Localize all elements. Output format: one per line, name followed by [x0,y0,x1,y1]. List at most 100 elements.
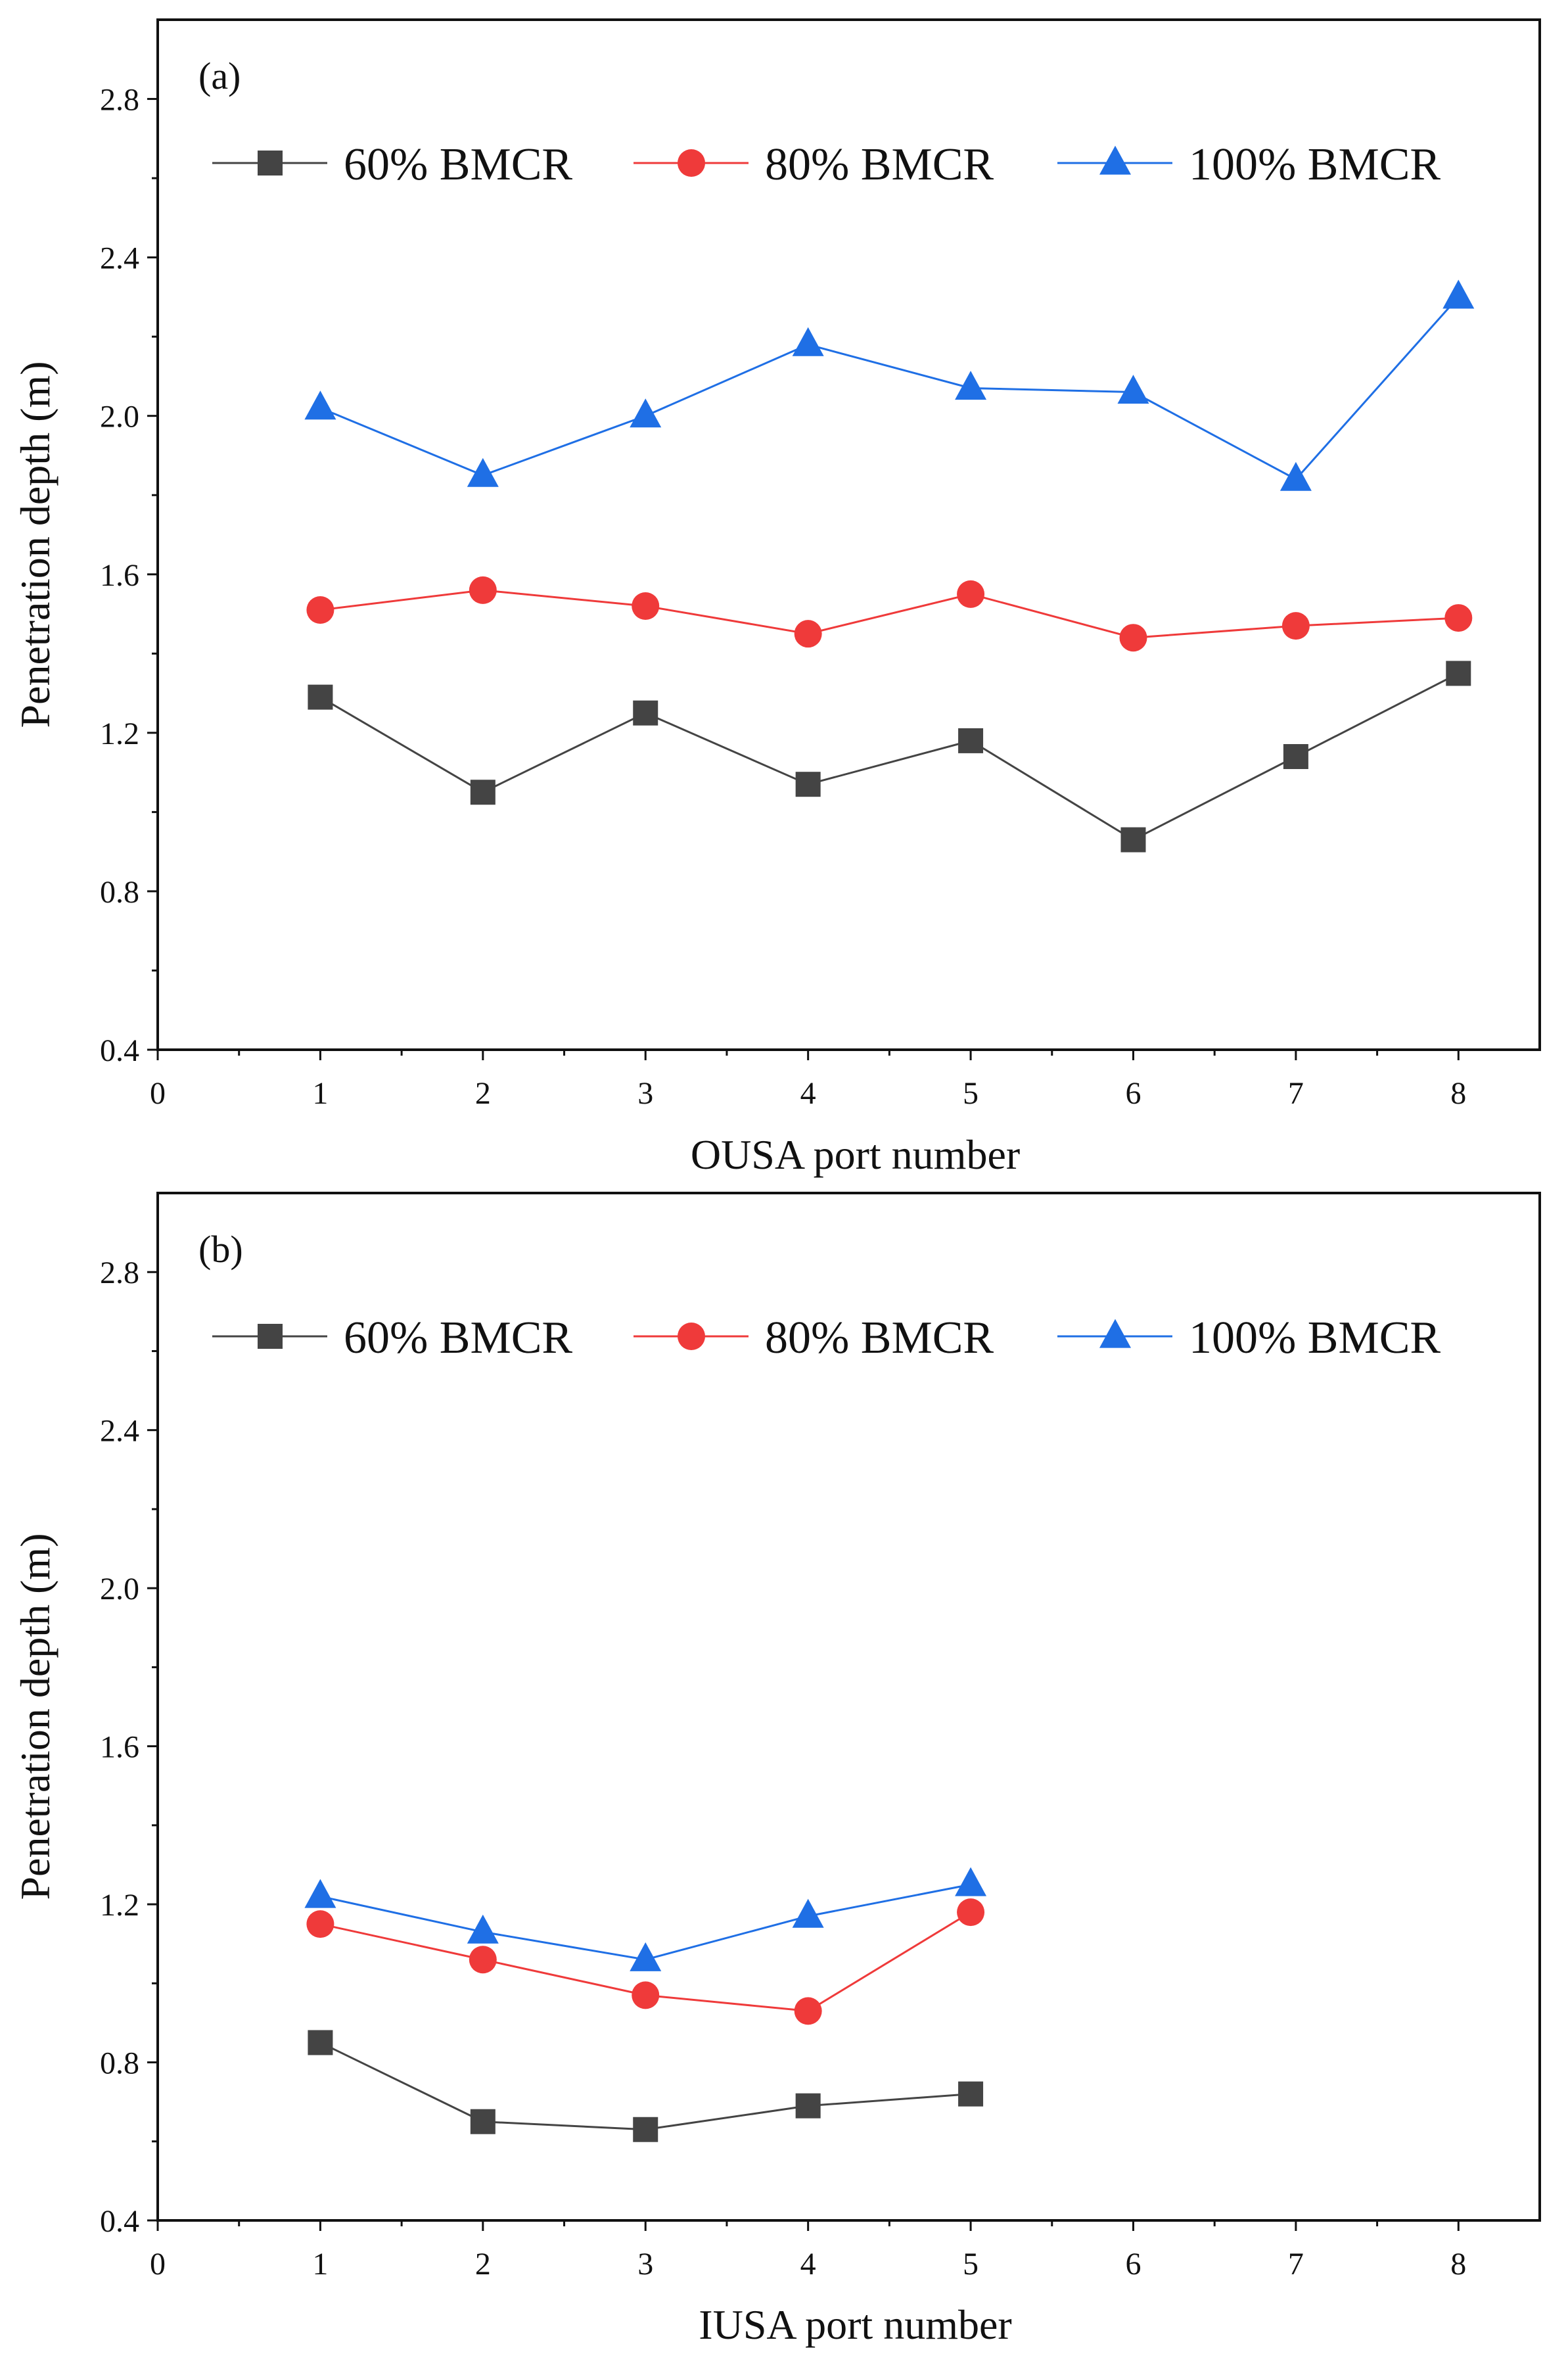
x-tick-label: 2 [475,2247,491,2282]
y-tick-label: 1.6 [100,1730,139,1765]
x-tick-labels: 0 1 2 3 4 5 6 7 8 [150,2247,1466,2282]
legend-label: 100% BMCR [1189,139,1441,190]
x-tick-label: 8 [1450,2247,1466,2282]
x-tick-label: 1 [312,2247,328,2282]
data-point [1444,604,1473,632]
y-tick-label: 0.8 [100,875,139,910]
data-point [957,580,985,608]
x-tick-label: 5 [963,1076,979,1111]
axis-ticks [147,1271,1460,2231]
legend-marker-shape [1099,1319,1131,1348]
data-point [630,398,662,428]
legend-marker-shape [1099,145,1131,175]
series-layer [304,279,1475,853]
plot-frame [156,1192,1541,2222]
data-point [794,620,822,648]
x-tick-label: 5 [963,2247,979,2282]
x-tick-label: 8 [1450,1076,1466,1111]
x-tick-label: 4 [800,2247,816,2282]
y-tick-label: 1.6 [100,558,139,593]
data-point [632,1981,660,2009]
y-axis-title: Penetration depth (m) [12,1533,58,1900]
y-tick-label: 2.4 [100,241,139,276]
data-point [306,1910,334,1938]
x-tick-label: 6 [1125,2247,1141,2282]
panel-label: (b) [198,1228,243,1271]
x-tick-label: 4 [800,1076,816,1111]
series-line-3 [319,296,1460,481]
data-point [795,772,821,797]
data-point [1280,461,1312,491]
data-point [308,684,333,710]
legend-marker [678,149,705,177]
legend-marker-shape [678,149,705,177]
panel-b: 0 1 2 3 4 5 6 7 8 0.4 0.8 1.2 1.6 2.0 2.4 2.8 (b) 60% … [12,1192,1541,2348]
legend: 60% BMCR 80% BMCR 100% BMCR [212,1313,1441,1363]
data-point [467,1914,499,1944]
data-point [1281,612,1310,640]
y-axis-title: Penetration depth (m) [12,361,58,728]
y-tick-label: 1.2 [100,1888,139,1923]
legend-marker-shape [678,1323,705,1350]
y-tick-label: 2.4 [100,1414,139,1449]
data-point [795,2093,821,2119]
data-point [1119,624,1147,652]
panel-a: 0 1 2 3 4 5 6 7 8 0.4 0.8 1.2 1.6 2.0 2.4 2.8 (a) 60% … [12,18,1541,1178]
data-point [304,390,336,420]
legend-marker-shape [258,151,283,176]
legend-item-60: 60% BMCR [212,139,572,190]
data-point [633,2117,658,2142]
legend-label: 60% BMCR [344,139,572,190]
x-tick-label: 7 [1288,1076,1304,1111]
y-tick-label: 0.4 [100,2204,139,2239]
data-point [633,700,658,726]
legend-marker-shape [258,1324,283,1349]
axis-ticks [147,98,1460,1060]
data-point [958,2081,984,2107]
x-tick-label: 0 [150,2247,166,2282]
x-tick-label: 2 [475,1076,491,1111]
legend-marker [678,1323,705,1350]
data-point [306,596,334,624]
data-point [467,457,499,487]
legend-label: 80% BMCR [765,139,994,190]
data-point [630,1942,662,1971]
data-point [957,1898,985,1927]
data-point [632,592,660,620]
data-point [469,576,497,604]
data-point [958,728,984,753]
data-point [1120,827,1146,853]
data-point [1283,744,1308,770]
data-point [1442,279,1475,309]
y-tick-label: 1.2 [100,716,139,751]
legend-item-80: 80% BMCR [634,139,994,190]
legend-label: 60% BMCR [344,1313,572,1363]
data-point [308,2030,333,2055]
y-tick-labels: 0.4 0.8 1.2 1.6 2.0 2.4 2.8 [100,1255,139,2239]
data-point [469,1946,497,1974]
y-tick-label: 0.8 [100,2046,139,2081]
x-tick-label: 6 [1125,1076,1141,1111]
data-point [794,1997,822,2025]
data-point [955,1867,987,1896]
legend-item-100: 100% BMCR [1057,139,1441,190]
legend-label: 80% BMCR [765,1313,994,1363]
legend-label: 100% BMCR [1189,1313,1441,1363]
legend-marker [1099,1319,1131,1348]
y-tick-label: 2.8 [100,83,139,118]
legend-marker [258,151,283,176]
data-point [792,1898,824,1928]
y-tick-label: 2.8 [100,1255,139,1290]
data-point [1117,375,1149,404]
series-line-1 [319,672,1459,841]
x-tick-label: 3 [637,1076,653,1111]
data-point [792,327,824,356]
y-tick-label: 2.0 [100,400,139,434]
legend-item-80: 80% BMCR [634,1313,994,1363]
x-axis-title: IUSA port number [699,2301,1011,2348]
data-point [304,1879,336,1908]
y-tick-label: 0.4 [100,1033,139,1068]
x-tick-label: 7 [1288,2247,1304,2282]
